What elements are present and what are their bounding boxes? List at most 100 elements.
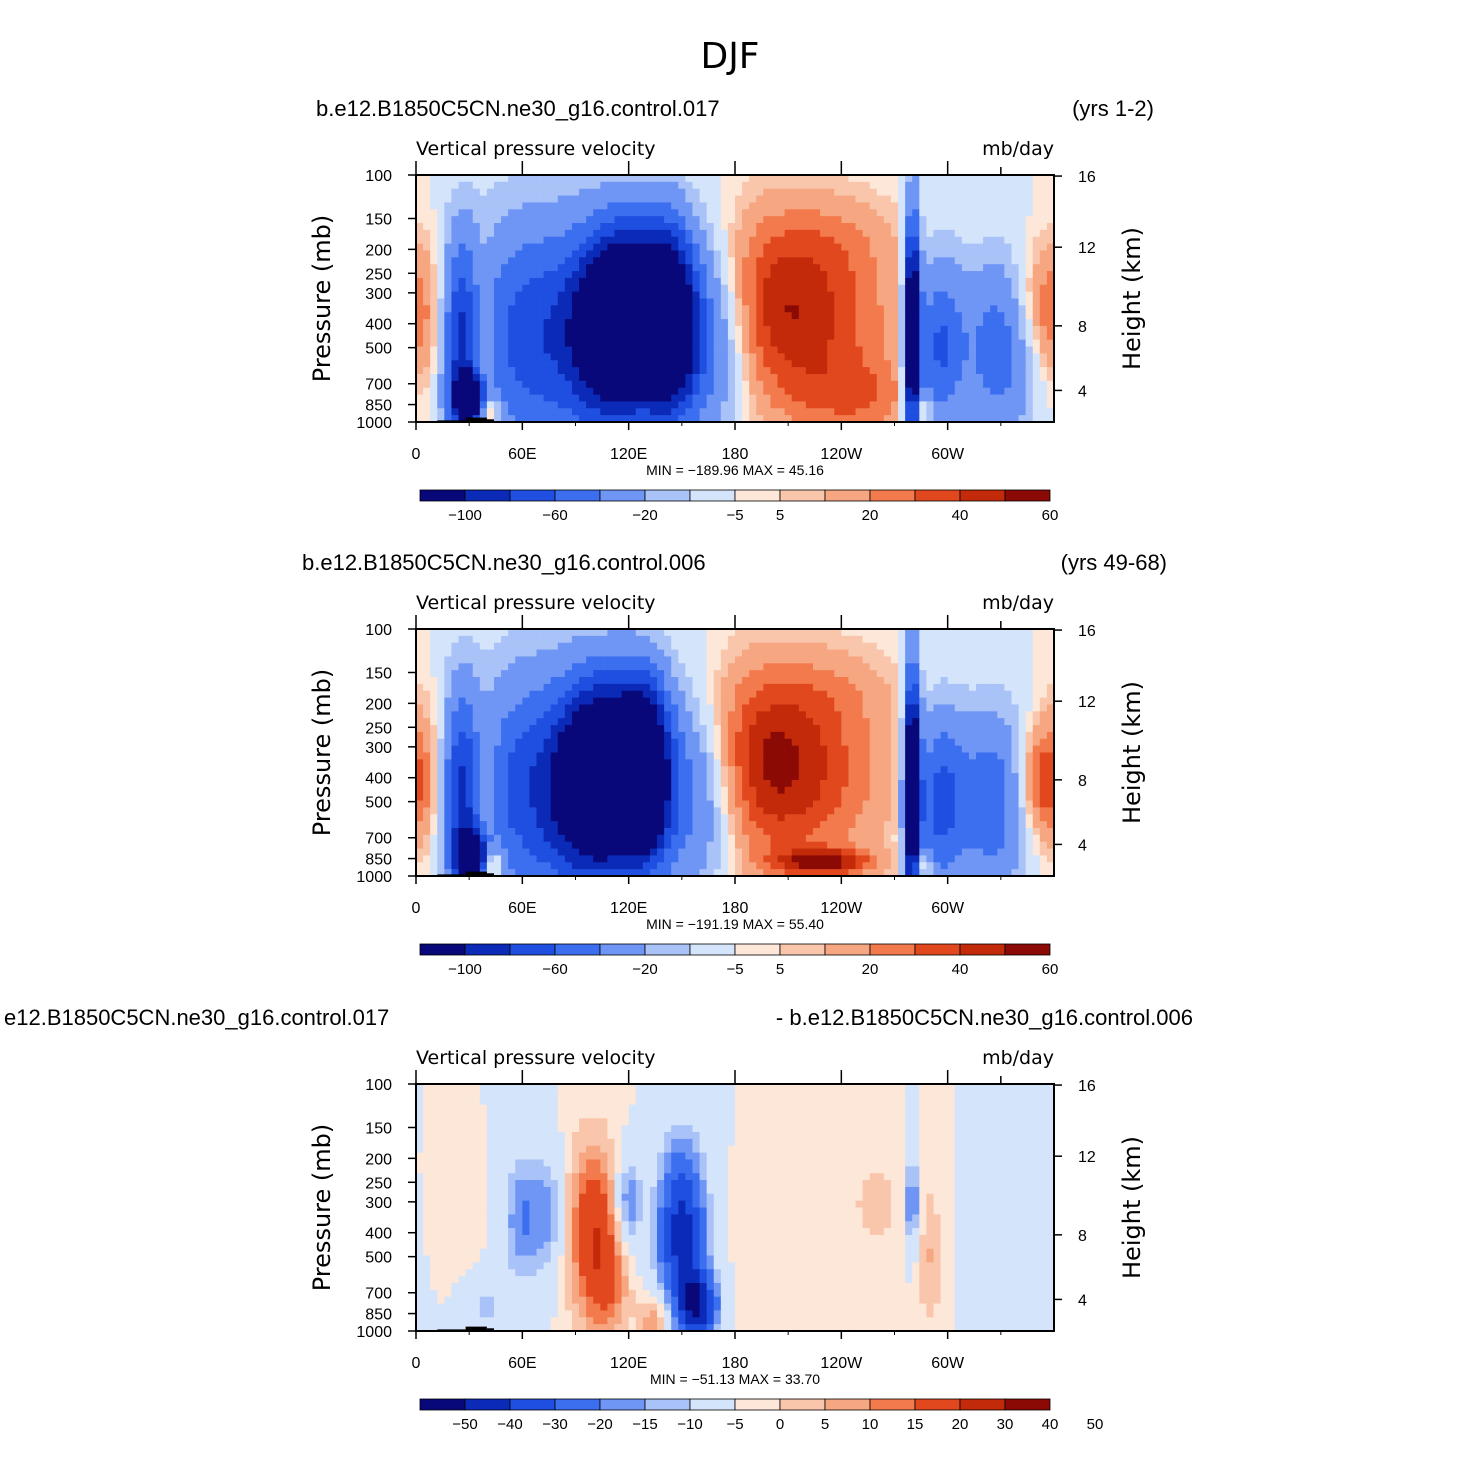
heatmap-cell xyxy=(905,690,913,699)
heatmap-cell xyxy=(493,271,502,279)
heatmap-cell xyxy=(976,711,984,719)
heatmap-cell xyxy=(501,284,509,293)
heatmap-cell xyxy=(472,738,481,747)
heatmap-cell xyxy=(805,243,814,252)
heatmap-cell xyxy=(812,731,821,740)
heatmap-cell xyxy=(812,202,821,210)
heatmap-cell xyxy=(692,752,701,760)
heatmap-cell xyxy=(1032,291,1041,300)
heatmap-cell xyxy=(834,236,842,245)
heatmap-cell xyxy=(890,339,899,348)
heatmap-cell xyxy=(1011,243,1020,252)
heatmap-cell xyxy=(557,305,566,313)
heatmap-cell xyxy=(579,642,587,651)
heatmap-cell xyxy=(515,752,523,760)
heatmap-cell xyxy=(834,332,842,341)
heatmap-cell xyxy=(997,380,1005,389)
heatmap-cell xyxy=(472,394,481,403)
heatmap-cell xyxy=(756,264,764,272)
heatmap-cell xyxy=(1004,236,1013,245)
heatmap-cell xyxy=(848,745,857,754)
heatmap-cell xyxy=(628,229,637,238)
heatmap-cell xyxy=(649,250,658,258)
heatmap-cell xyxy=(522,711,531,719)
heatmap-cell xyxy=(451,339,460,348)
heatmap-cell xyxy=(706,387,715,396)
heatmap-cell xyxy=(905,415,913,423)
heatmap-cell xyxy=(961,243,970,252)
heatmap-cell xyxy=(869,175,878,183)
heatmap-cell xyxy=(423,718,431,726)
heatmap-cell xyxy=(912,394,920,403)
heatmap-cell xyxy=(841,670,850,678)
heatmap-cell xyxy=(1004,202,1013,210)
heatmap-cell xyxy=(607,277,616,286)
heatmap-cell xyxy=(997,209,1005,217)
heatmap-cell xyxy=(919,291,927,300)
heatmap-cell xyxy=(1032,718,1041,726)
heatmap-cell xyxy=(607,670,616,678)
heatmap-cell xyxy=(649,216,658,224)
heatmap-cell xyxy=(841,346,850,354)
heatmap-cell xyxy=(430,387,438,396)
heatmap-cell xyxy=(727,325,736,334)
panel-left-title: b.e12.B1850C5CN.ne30_g16.control.006 xyxy=(302,550,706,575)
heatmap-cell xyxy=(642,373,651,382)
heatmap-cell xyxy=(564,670,573,678)
heatmap-cell xyxy=(770,718,779,726)
heatmap-cell xyxy=(557,236,566,245)
heatmap-cell xyxy=(536,209,545,217)
heatmap-cell xyxy=(649,725,658,733)
heatmap-cell xyxy=(1004,663,1013,671)
heatmap-cell xyxy=(1004,291,1013,300)
heatmap-cell xyxy=(501,629,509,637)
heatmap-cell xyxy=(557,401,566,409)
heatmap-cell xyxy=(1039,175,1048,183)
heatmap-cell xyxy=(479,175,488,183)
heatmap-cell xyxy=(784,188,793,197)
heatmap-cell xyxy=(550,339,559,348)
heatmap-cell xyxy=(642,229,651,238)
heatmap-cell xyxy=(1011,195,1020,204)
heatmap-cell xyxy=(919,271,927,279)
heatmap-cell xyxy=(1004,229,1013,238)
heatmap-cell xyxy=(869,360,878,368)
heatmap-cell xyxy=(876,216,885,224)
heatmap-cell xyxy=(862,642,871,651)
heatmap-cell xyxy=(1011,367,1020,375)
heatmap-cell xyxy=(479,656,488,664)
heatmap-cell xyxy=(876,257,885,265)
heatmap-cell xyxy=(465,394,474,403)
heatmap-cell xyxy=(905,181,913,190)
heatmap-cell xyxy=(1018,277,1027,286)
heatmap-cell xyxy=(890,250,899,258)
heatmap-cell xyxy=(763,353,772,361)
heatmap-cell xyxy=(912,175,920,183)
heatmap-cell xyxy=(763,312,772,320)
heatmap-cell xyxy=(600,264,608,272)
heatmap-cell xyxy=(869,332,878,341)
heatmap-cell xyxy=(926,339,935,348)
heatmap-cell xyxy=(997,319,1005,327)
heatmap-cell xyxy=(593,697,601,706)
heatmap-cell xyxy=(947,387,956,396)
heatmap-cell xyxy=(536,745,545,754)
heatmap-cell xyxy=(628,697,637,706)
heatmap-cell xyxy=(869,690,878,699)
y-tick-label: 500 xyxy=(365,341,392,358)
heatmap-cell xyxy=(976,415,984,423)
heatmap-cell xyxy=(749,346,757,354)
x-tick-label: 60E xyxy=(508,446,536,463)
heatmap-cell xyxy=(983,711,991,719)
heatmap-cell xyxy=(855,711,864,719)
heatmap-cell xyxy=(699,415,708,423)
heatmap-cell xyxy=(692,677,701,685)
heatmap-cell xyxy=(557,291,566,300)
heatmap-cell xyxy=(820,408,828,416)
heatmap-cell xyxy=(990,745,998,754)
heatmap-cell xyxy=(649,373,658,382)
heatmap-cell xyxy=(791,683,800,692)
heatmap-cell xyxy=(671,663,679,671)
heatmap-cell xyxy=(479,642,488,651)
heatmap-cell xyxy=(472,277,481,286)
